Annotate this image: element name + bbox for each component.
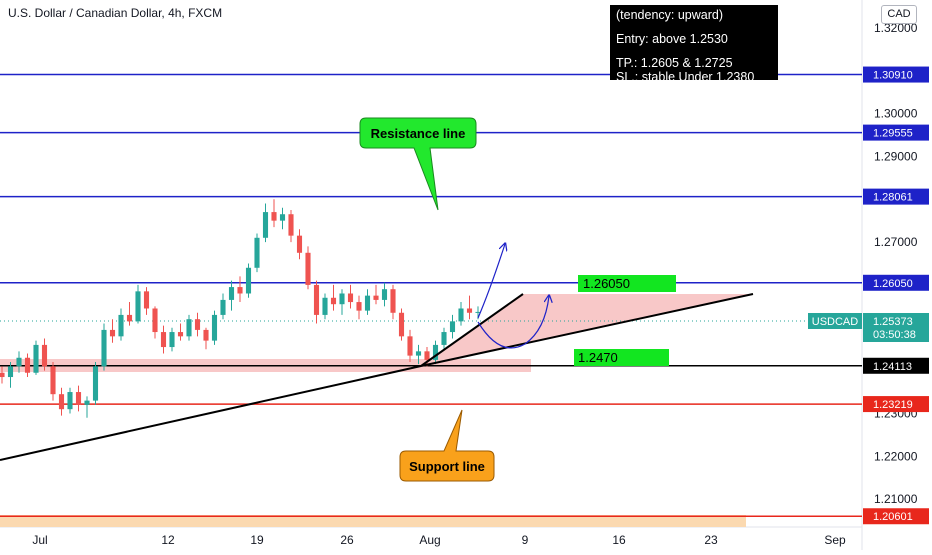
x-axis-ticks: Jul 12 19 26 Aug 9 16 23 Sep xyxy=(32,533,846,547)
current-price-countdown: 03:50:38 xyxy=(873,329,916,341)
candle-body xyxy=(144,291,149,308)
candle-body xyxy=(212,315,217,341)
candle-body xyxy=(390,289,395,313)
candle-body xyxy=(178,332,183,336)
candle-body xyxy=(101,330,106,366)
price-level-tag-text: 1.30910 xyxy=(873,70,913,82)
candle-body xyxy=(161,332,166,347)
x-tick-label: 12 xyxy=(161,533,175,547)
candle-body xyxy=(373,296,378,300)
candle-body xyxy=(254,238,259,268)
x-tick-label: 23 xyxy=(704,533,718,547)
candle-body xyxy=(450,321,455,332)
candle-body xyxy=(42,345,47,366)
candle-body xyxy=(458,308,463,321)
y-tick-label: 1.22000 xyxy=(874,449,918,463)
x-tick-label: 16 xyxy=(612,533,626,547)
y-tick-label: 1.27000 xyxy=(874,235,918,249)
candle-body xyxy=(365,296,370,311)
long-support-trendline xyxy=(0,366,421,460)
x-tick-label: Sep xyxy=(824,533,846,547)
candle-body xyxy=(127,315,132,321)
info-entry: Entry: above 1.2530 xyxy=(616,32,778,46)
candle-body xyxy=(237,287,242,293)
candle-body xyxy=(305,253,310,285)
current-price-value: 1.25373 xyxy=(873,316,913,328)
candle-body xyxy=(280,214,285,220)
x-tick-label: 19 xyxy=(250,533,264,547)
candle-body xyxy=(118,315,123,336)
price-level-tag-text: 1.26050 xyxy=(873,278,913,290)
candle-body xyxy=(297,236,302,253)
info-stop-loss: SL.: stable Under 1.2380 xyxy=(616,70,778,84)
price-level-tag-text: 1.23219 xyxy=(873,399,913,411)
candle-body xyxy=(331,298,336,304)
candle-body xyxy=(220,300,225,315)
candle-body xyxy=(110,330,115,336)
target-low-label: 1.2470 xyxy=(578,350,618,365)
x-tick-label: Jul xyxy=(32,533,47,547)
candle-body xyxy=(229,287,234,300)
candle-body xyxy=(203,330,208,341)
candle-body xyxy=(288,214,293,235)
candle-body xyxy=(382,289,387,300)
info-tendency: (tendency: upward) xyxy=(616,8,778,22)
candle-body xyxy=(0,373,5,377)
candle-body xyxy=(356,302,361,311)
target-high-label: 1.26050 xyxy=(583,276,630,291)
projection-arrow-up xyxy=(478,244,505,318)
price-level-tag-text: 1.20601 xyxy=(873,511,913,523)
candle-body xyxy=(407,336,412,355)
trade-info-box: (tendency: upward) Entry: above 1.2530 T… xyxy=(610,5,778,80)
candle-body xyxy=(67,392,72,409)
candle-body xyxy=(8,366,13,377)
support-callout-text: Support line xyxy=(409,459,485,474)
candle-body xyxy=(399,313,404,337)
symbol-tag-text: USDCAD xyxy=(812,316,859,328)
candle-body xyxy=(424,351,429,360)
candle-body xyxy=(59,394,64,409)
candle-body xyxy=(135,291,140,321)
y-tick-label: 1.21000 xyxy=(874,492,918,506)
x-tick-label: 9 xyxy=(522,533,529,547)
candle-body xyxy=(25,358,30,373)
candle-body xyxy=(322,298,327,315)
price-level-tag-text: 1.28061 xyxy=(873,192,913,204)
y-axis-ticks: 1.320001.300001.290001.270001.260001.230… xyxy=(874,21,918,506)
candle-body xyxy=(467,308,472,312)
candle-body xyxy=(152,308,157,332)
y-tick-label: 1.29000 xyxy=(874,149,918,163)
candle-body xyxy=(33,345,38,373)
candle-body xyxy=(246,268,251,294)
price-level-tag-text: 1.24113 xyxy=(873,361,912,373)
candle-body xyxy=(84,401,89,405)
candle-body xyxy=(314,285,319,315)
candle-body xyxy=(186,319,191,336)
x-tick-label: Aug xyxy=(419,533,440,547)
candle-body xyxy=(93,366,98,400)
resistance-callout-text: Resistance line xyxy=(371,126,466,141)
candle-body xyxy=(50,366,55,394)
candle-body xyxy=(441,332,446,345)
y-tick-label: 1.30000 xyxy=(874,107,918,121)
candle-body xyxy=(263,212,268,238)
candle-body xyxy=(339,293,344,304)
candle-series xyxy=(0,199,481,418)
candle-body xyxy=(195,319,200,330)
candle-body xyxy=(416,351,421,355)
price-level-tag-text: 1.29555 xyxy=(873,128,913,140)
candle-body xyxy=(76,392,81,405)
candle-body xyxy=(16,358,21,367)
candle-body xyxy=(271,212,276,221)
candle-body xyxy=(348,293,353,302)
currency-badge[interactable]: CAD xyxy=(881,5,917,24)
chart-title: U.S. Dollar / Canadian Dollar, 4h, FXCM xyxy=(8,6,222,20)
x-tick-label: 26 xyxy=(340,533,354,547)
candle-body xyxy=(169,332,174,347)
info-take-profit: TP.: 1.2605 & 1.2725 xyxy=(616,56,778,70)
